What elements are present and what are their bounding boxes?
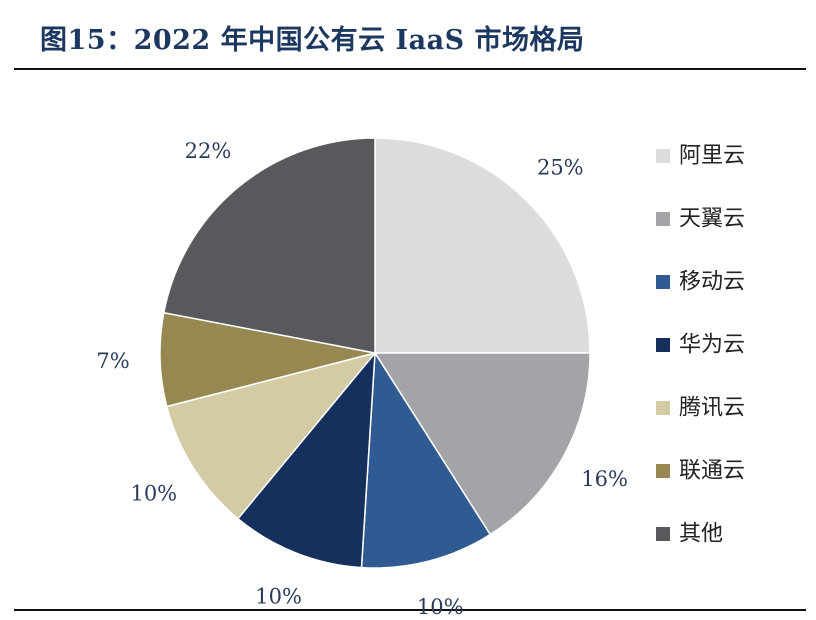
pie-slices (159, 137, 591, 569)
pie-label-7: 22% (185, 139, 232, 163)
legend-label-1: 阿里云 (679, 144, 745, 169)
legend-swatch-5 (656, 401, 670, 415)
legend-swatch-2 (656, 212, 670, 226)
pie-slice-2 (373, 352, 591, 536)
pie-slice-4 (236, 350, 376, 569)
legend-swatch-4 (656, 338, 670, 352)
top-rule (14, 68, 806, 70)
pie-percent-labels: 25% 16% 10% 10% 10% 7% 22% (96, 139, 628, 619)
legend-swatch-6 (656, 464, 670, 478)
pie-label-6: 7% (96, 349, 129, 373)
pie-label-1: 25% (537, 156, 584, 180)
legend-label-4: 华为云 (679, 333, 745, 358)
pie-label-3: 10% (417, 595, 464, 619)
legend-swatch-7 (656, 527, 670, 541)
legend-label-6: 联通云 (679, 459, 745, 484)
legend-label-2: 天翼云 (679, 207, 745, 232)
legend-swatch-1 (656, 149, 670, 163)
pie-label-4: 10% (255, 585, 302, 609)
legend-swatch-3 (656, 275, 670, 289)
bottom-rule (14, 609, 806, 611)
pie-label-2: 16% (581, 467, 628, 491)
pie-slice-3 (360, 350, 492, 569)
pie-slice-7 (162, 137, 376, 354)
pie-slice-5 (165, 351, 378, 520)
legend-label-7: 其他 (679, 522, 723, 547)
pie-slice-1 (374, 137, 591, 354)
legend-label-3: 移动云 (679, 270, 745, 295)
pie-label-5: 10% (130, 481, 177, 505)
figure-title: 图15：2022 年中国公有云 IaaS 市场格局 (40, 25, 585, 56)
legend-label-5: 腾讯云 (679, 396, 745, 421)
